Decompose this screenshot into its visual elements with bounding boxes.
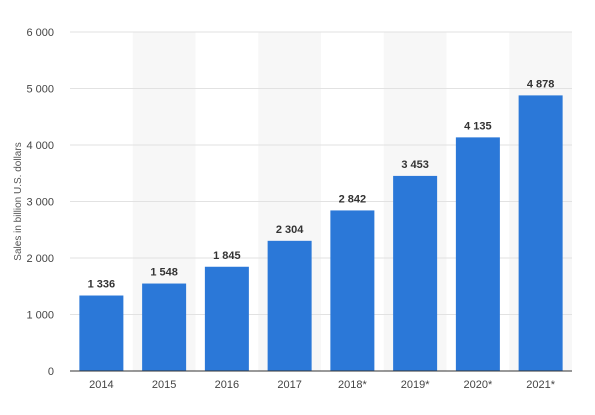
bar-2015[interactable] — [142, 283, 187, 371]
data-label: 1 845 — [213, 250, 241, 262]
x-tick-label: 2021* — [526, 379, 555, 391]
data-label: 2 842 — [339, 193, 367, 205]
bars — [79, 95, 563, 371]
bar-2021*[interactable] — [518, 95, 563, 371]
y-tick-label: 3 000 — [26, 197, 54, 209]
bar-2016[interactable] — [204, 266, 249, 371]
y-tick-label: 1 000 — [26, 310, 54, 322]
data-label: 4 135 — [464, 120, 492, 132]
data-label: 3 453 — [401, 159, 429, 171]
x-tick-label: 2020* — [463, 379, 492, 391]
x-tick-label: 2015 — [152, 379, 176, 391]
data-label: 1 336 — [88, 279, 116, 291]
y-axis-title: Sales in billion U.S. dollars — [13, 142, 24, 260]
y-tick-label: 5 000 — [26, 84, 54, 96]
x-tick-label: 2014 — [89, 379, 113, 391]
bar-2017[interactable] — [267, 240, 312, 371]
data-label: 4 878 — [527, 78, 555, 90]
data-labels: 1 336 1 548 1 845 2 304 2 842 3 453 4 135 4 878 — [88, 78, 555, 290]
data-label: 2 304 — [276, 224, 304, 236]
bar-2018*[interactable] — [330, 210, 375, 371]
x-tick-label: 2017 — [277, 379, 301, 391]
y-axis-ticks: 0 1 000 2 000 3 000 4 000 5 000 6 000 — [26, 27, 54, 378]
bar-2020*[interactable] — [455, 137, 500, 371]
bar-2019*[interactable] — [393, 175, 438, 371]
x-tick-label: 2016 — [215, 379, 239, 391]
bar-2014[interactable] — [79, 295, 124, 371]
y-tick-label: 0 — [48, 366, 54, 378]
x-axis-ticks: 2014 2015 2016 2017 2018* 2019* 2020* 2021* — [89, 379, 556, 391]
y-tick-label: 4 000 — [26, 140, 54, 152]
data-label: 1 548 — [150, 267, 178, 279]
y-tick-label: 2 000 — [26, 253, 54, 265]
y-tick-label: 6 000 — [26, 27, 54, 39]
x-tick-label: 2018* — [338, 379, 367, 391]
x-tick-label: 2019* — [401, 379, 430, 391]
